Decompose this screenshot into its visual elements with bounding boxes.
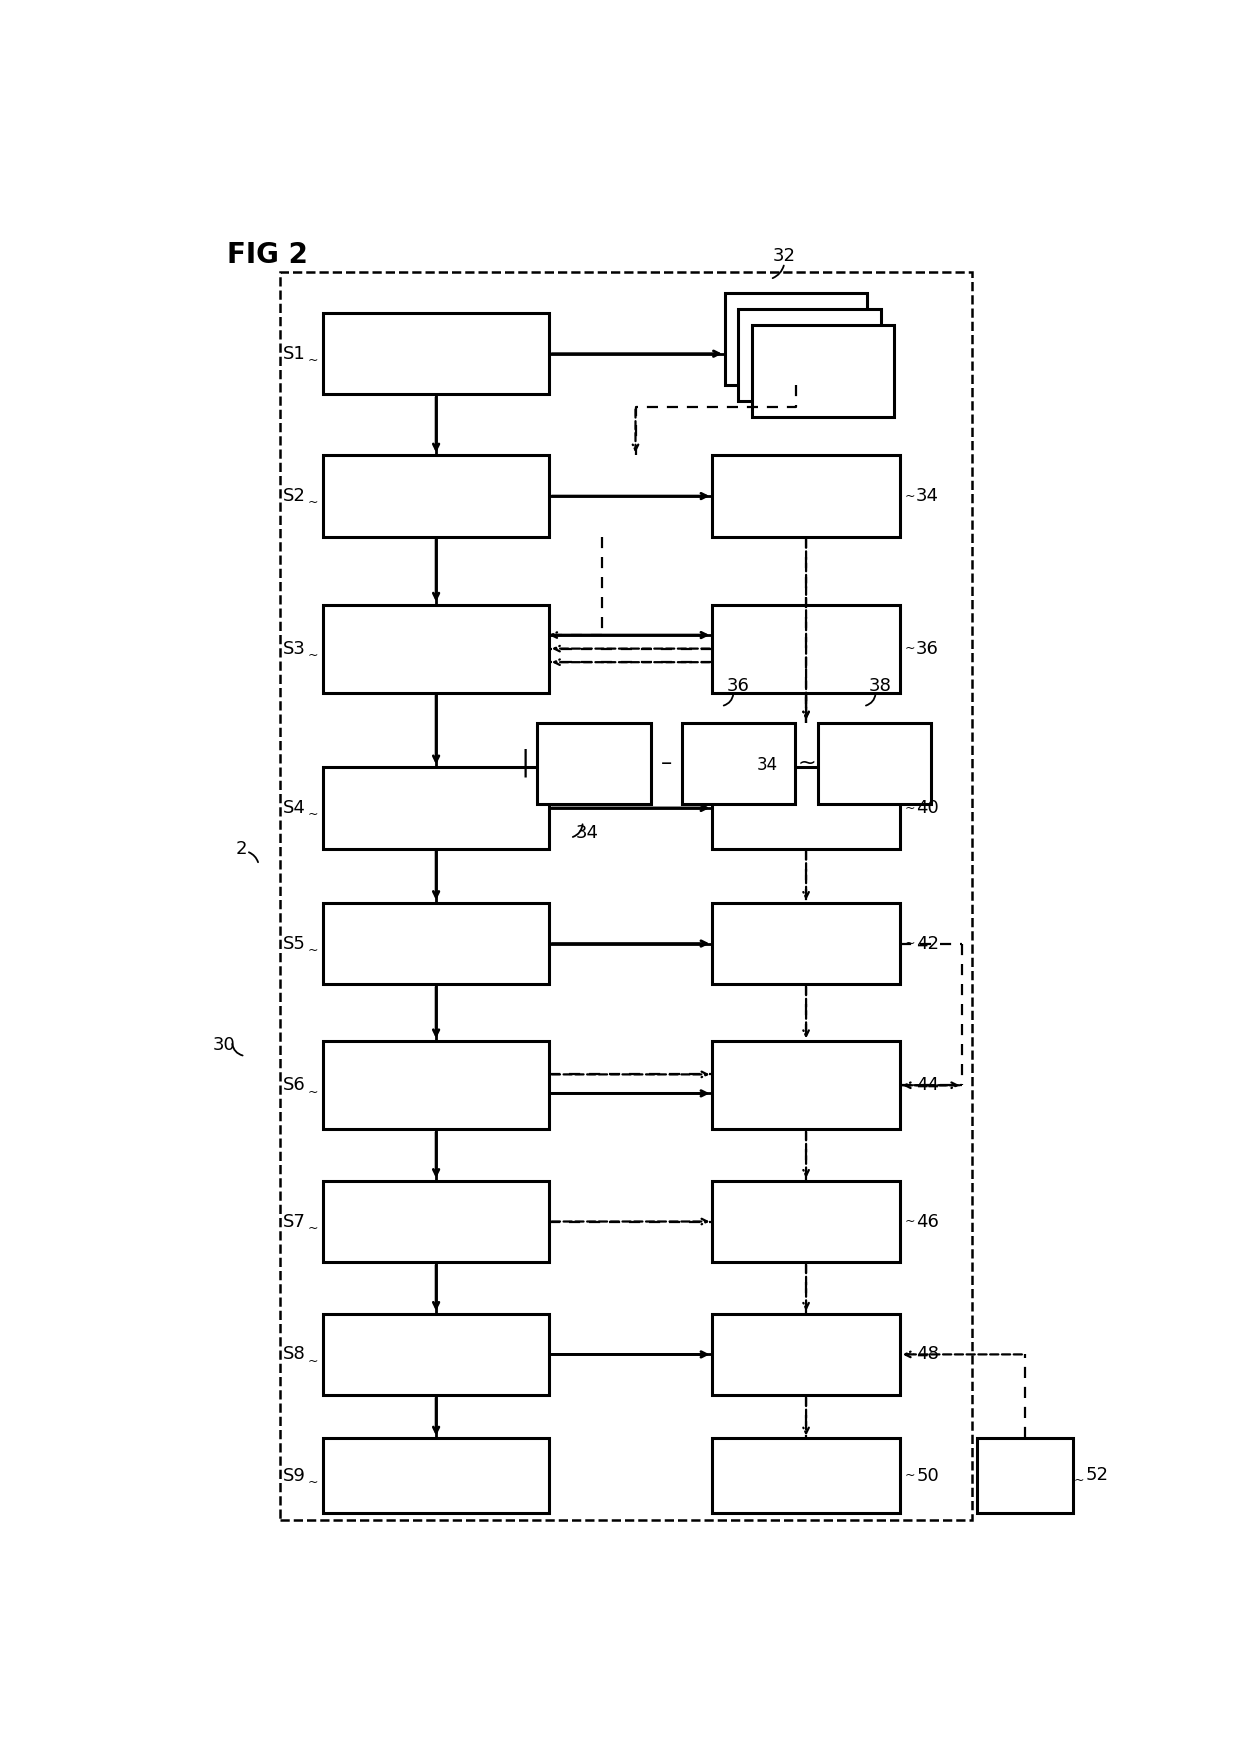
Text: S1: S1 [283, 345, 306, 363]
Text: ~: ~ [308, 354, 319, 366]
Bar [537, 722, 651, 803]
Text: ~: ~ [904, 490, 915, 502]
Bar [682, 722, 795, 803]
Text: 40: 40 [916, 799, 939, 817]
Text: S9: S9 [283, 1467, 306, 1485]
Text: S4: S4 [283, 799, 306, 817]
Text: –: – [661, 754, 672, 773]
Bar [324, 768, 549, 849]
Text: ~: ~ [308, 944, 319, 956]
Bar [712, 768, 900, 849]
Text: S8: S8 [283, 1345, 306, 1363]
Text: 30: 30 [213, 1035, 236, 1055]
Bar [324, 604, 549, 692]
Text: 42: 42 [916, 935, 939, 953]
Bar [712, 1182, 900, 1263]
Text: S2: S2 [283, 488, 306, 505]
Bar [725, 292, 867, 386]
Text: ~: ~ [904, 1215, 915, 1227]
Text: S3: S3 [283, 639, 306, 657]
Text: 38: 38 [869, 678, 892, 696]
Bar [324, 1041, 549, 1129]
Bar [977, 1439, 1073, 1513]
Text: FIG 2: FIG 2 [227, 241, 308, 269]
Text: ~: ~ [308, 1476, 319, 1490]
Text: 48: 48 [916, 1345, 939, 1363]
Text: S6: S6 [283, 1076, 306, 1094]
Bar [712, 1041, 900, 1129]
Text: ~: ~ [308, 648, 319, 662]
Text: ~: ~ [308, 497, 319, 509]
Bar [712, 456, 900, 537]
Text: 32: 32 [773, 247, 796, 266]
Text: ~: ~ [904, 801, 915, 814]
Text: 46: 46 [916, 1213, 939, 1231]
Text: 50: 50 [916, 1467, 939, 1485]
Text: ~: ~ [904, 643, 915, 655]
Bar [324, 313, 549, 394]
Bar [712, 604, 900, 692]
Bar [751, 326, 894, 417]
Text: 44: 44 [916, 1076, 939, 1094]
Text: ~: ~ [904, 1347, 915, 1361]
Bar [712, 1439, 900, 1513]
Text: 34: 34 [916, 488, 939, 505]
Text: ~: ~ [308, 1354, 319, 1368]
Text: ~: ~ [904, 1079, 915, 1092]
Bar [818, 722, 931, 803]
Text: ~: ~ [904, 937, 915, 949]
Text: S5: S5 [283, 935, 306, 953]
Text: ~: ~ [308, 808, 319, 821]
Bar [280, 273, 972, 1520]
Text: 36: 36 [727, 678, 750, 696]
Text: ~: ~ [797, 754, 816, 773]
Bar [324, 1182, 549, 1263]
Text: |: | [521, 748, 529, 777]
Text: 52: 52 [1085, 1467, 1109, 1485]
Text: ~: ~ [904, 1469, 915, 1483]
Text: 34: 34 [575, 824, 599, 842]
Text: ~: ~ [1074, 1474, 1084, 1486]
Text: ~: ~ [308, 1085, 319, 1099]
Bar [324, 1439, 549, 1513]
Text: 36: 36 [916, 639, 939, 657]
Text: 2: 2 [236, 840, 247, 858]
Text: S7: S7 [283, 1213, 306, 1231]
Text: ~: ~ [308, 1222, 319, 1234]
Bar [324, 903, 549, 984]
Text: 34: 34 [758, 755, 779, 775]
Bar [738, 308, 880, 402]
Bar [712, 903, 900, 984]
Bar [324, 1314, 549, 1395]
Bar [712, 1314, 900, 1395]
Bar [324, 456, 549, 537]
